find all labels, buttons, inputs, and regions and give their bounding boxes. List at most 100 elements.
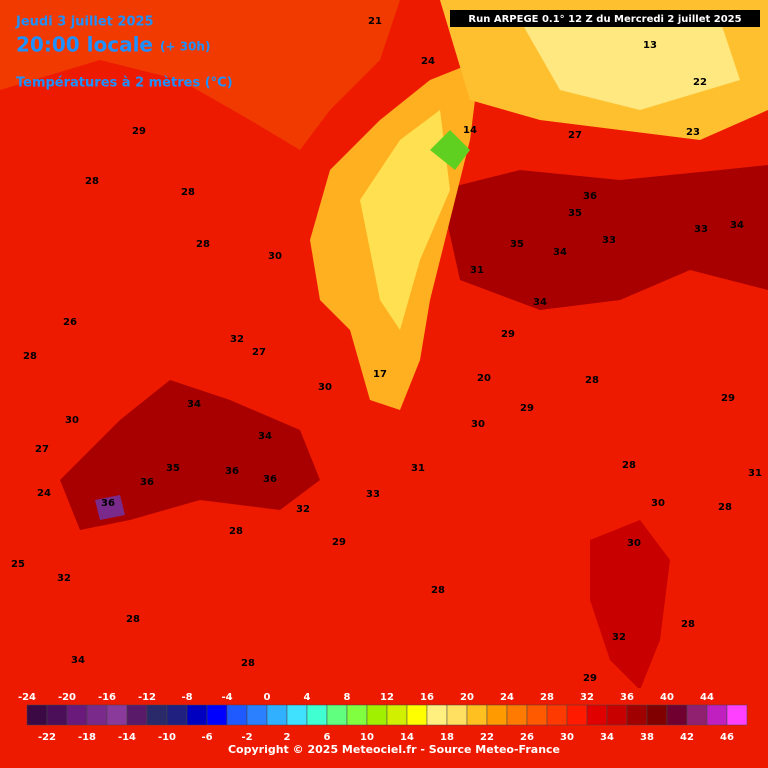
- colorbar-bin: [26, 704, 48, 726]
- colorbar-bin: [666, 704, 688, 726]
- temperature-label: 30: [268, 251, 282, 262]
- colorbar-tick-label: 36: [620, 692, 634, 703]
- colorbar-tick-label: 14: [400, 732, 414, 743]
- northeast-highland-high: [520, 20, 740, 110]
- colorbar-bin: [426, 704, 448, 726]
- colorbar-bin: [726, 704, 748, 726]
- colorbar: -24 -20 -16 -12 -8 -4 0 4 8 12 16 20 24 28 32 36 40 44-22…: [18, 692, 748, 743]
- temperature-label: 34: [553, 247, 567, 258]
- colorbar-tick-label: -20: [58, 692, 76, 703]
- temperature-label: 36: [101, 498, 115, 509]
- alps-peak: [430, 130, 470, 170]
- colorbar-tick-label: 44: [700, 692, 714, 703]
- temperature-label: 36: [225, 466, 239, 477]
- temperature-label: 28: [181, 187, 195, 198]
- colorbar-bin: [306, 704, 328, 726]
- colorbar-bin: [706, 704, 728, 726]
- temperature-label: 33: [602, 235, 616, 246]
- temperature-label: 30: [65, 415, 79, 426]
- colorbar-bin: [486, 704, 508, 726]
- colorbar-bin: [66, 704, 88, 726]
- very-hot-spot: [95, 495, 125, 520]
- colorbar-tick-label: -4: [221, 692, 232, 703]
- colorbar-tick-label: -22: [38, 732, 56, 743]
- colorbar-tick-label: -8: [181, 692, 192, 703]
- colorbar-tick-label: 8: [344, 692, 351, 703]
- temperature-label: 28: [431, 585, 445, 596]
- temperature-label: 36: [583, 191, 597, 202]
- temperature-label: 32: [296, 504, 310, 515]
- temperature-label: 17: [373, 369, 387, 380]
- colorbar-tick-label: 42: [680, 732, 694, 743]
- colorbar-tick-label: 34: [600, 732, 614, 743]
- colorbar-tick-label: 26: [520, 732, 534, 743]
- colorbar-bin: [386, 704, 408, 726]
- temperature-label: 28: [681, 619, 695, 630]
- colorbar-tick-label: 32: [580, 692, 594, 703]
- hot-zone: [60, 380, 320, 530]
- colorbar-tick-label: -2: [241, 732, 252, 743]
- temperature-label: 29: [132, 126, 146, 137]
- colorbar-bin: [626, 704, 648, 726]
- colorbar-bin: [646, 704, 668, 726]
- temperature-label: 30: [627, 538, 641, 549]
- colorbar-bin: [106, 704, 128, 726]
- colorbar-bin: [186, 704, 208, 726]
- temperature-label: 24: [421, 56, 435, 67]
- colorbar-bin: [586, 704, 608, 726]
- colorbar-tick-label: 40: [660, 692, 674, 703]
- colorbar-bin: [546, 704, 568, 726]
- temperature-label: 29: [332, 537, 346, 548]
- temperature-label: 28: [126, 614, 140, 625]
- colorbar-tick-label: 30: [560, 732, 574, 743]
- legend-strip: [0, 688, 768, 768]
- temperature-label: 28: [718, 502, 732, 513]
- temperature-label: 24: [37, 488, 51, 499]
- time: 20:00 locale: [16, 33, 153, 57]
- colorbar-bin: [46, 704, 68, 726]
- temperature-label: 26: [63, 317, 77, 328]
- temperature-label: 30: [318, 382, 332, 393]
- run-box: [450, 10, 760, 27]
- temperature-label: 34: [258, 431, 272, 442]
- temperature-label: 25: [11, 559, 25, 570]
- colorbar-tick-label: 4: [304, 692, 311, 703]
- field-name: Températures à 2 mètres (°C): [16, 76, 233, 91]
- temperature-label: 31: [411, 463, 425, 474]
- temperature-label: 21: [368, 16, 382, 27]
- temperature-label: 29: [501, 329, 515, 340]
- temperature-label: 35: [568, 208, 582, 219]
- colorbar-tick-label: 22: [480, 732, 494, 743]
- temperature-label: 28: [622, 460, 636, 471]
- temperature-label: 29: [721, 393, 735, 404]
- temperature-label: 30: [471, 419, 485, 430]
- date: Jeudi 3 juillet 2025: [15, 15, 154, 30]
- colorbar-bin: [406, 704, 428, 726]
- temperature-label: 35: [166, 463, 180, 474]
- temperature-label: 14: [463, 125, 477, 136]
- temperature-label: 13: [643, 40, 657, 51]
- colorbar-tick-label: 16: [420, 692, 434, 703]
- temperature-label: 28: [85, 176, 99, 187]
- temperature-label: 28: [196, 239, 210, 250]
- colorbar-bin: [166, 704, 188, 726]
- colorbar-bin: [366, 704, 388, 726]
- temperature-label: 33: [366, 489, 380, 500]
- temperature-label: 33: [694, 224, 708, 235]
- colorbar-bin: [326, 704, 348, 726]
- colorbar-bin: [206, 704, 228, 726]
- colorbar-bin: [686, 704, 708, 726]
- colorbar-bin: [566, 704, 588, 726]
- colorbar-bin: [126, 704, 148, 726]
- colorbar-tick-label: 12: [380, 692, 394, 703]
- temperature-label: 31: [748, 468, 762, 479]
- colorbar-bin: [506, 704, 528, 726]
- temperature-label: 35: [510, 239, 524, 250]
- colorbar-bin: [286, 704, 308, 726]
- colorbar-tick-label: -12: [138, 692, 156, 703]
- temperature-label: 27: [35, 444, 49, 455]
- temperature-label: 28: [23, 351, 37, 362]
- colorbar-tick-label: -6: [201, 732, 212, 743]
